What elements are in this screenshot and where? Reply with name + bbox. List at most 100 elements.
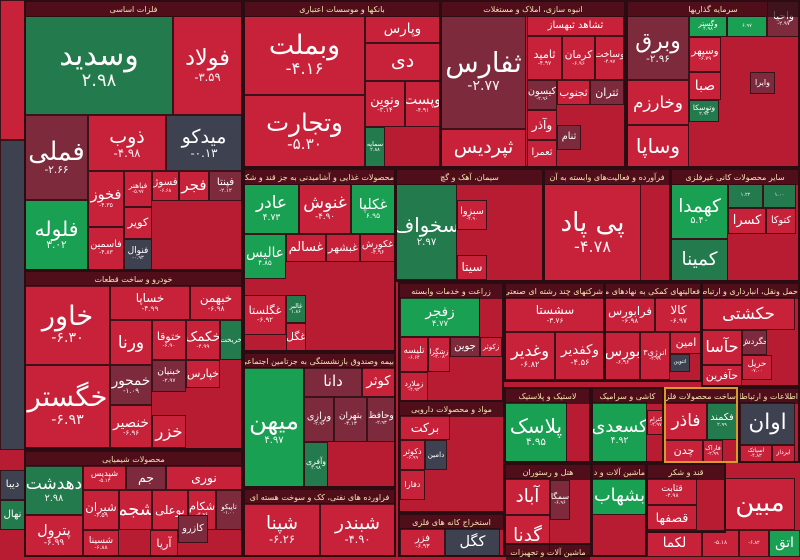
stock-tile[interactable]: وبملت -۴.۱۶	[244, 16, 365, 95]
stock-tile[interactable]: کسعدی ۴.۹۲	[592, 402, 647, 462]
stock-tile[interactable]: وساخت -۴.۹۷	[595, 36, 624, 80]
stock-tile[interactable]: کمینا	[671, 239, 728, 281]
stock-tile[interactable]: فجر	[179, 171, 209, 201]
stock-tile[interactable]: خریخت	[220, 320, 242, 360]
stock-tile[interactable]: وپارس	[365, 16, 440, 43]
stock-tile[interactable]: فنوال -۰.۹۳	[124, 239, 152, 270]
stock-tile[interactable]: کترام -۴.۹۷	[647, 410, 665, 435]
stock-tile[interactable]: ۱.۰۰	[763, 184, 796, 208]
stock-tile[interactable]: وسپهر -۶.۷۹	[689, 37, 721, 72]
stock-tile[interactable]: ورنا	[110, 320, 152, 365]
stock-tile[interactable]: بورس -۶.۹۶	[605, 332, 640, 380]
stock-tile[interactable]: صبا	[689, 72, 721, 100]
stock-tile[interactable]: وسدید ۲.۹۸	[25, 16, 173, 115]
stock-tile[interactable]: دفارا	[400, 470, 425, 500]
stock-tile[interactable]: زشگزا -۳.۰۸	[428, 337, 450, 372]
stock-tile[interactable]: وکفدیر -۴.۵۶	[555, 332, 605, 380]
stock-tile[interactable]: فخوز -۴.۳۵	[88, 171, 124, 227]
stock-tile[interactable]: دانا	[304, 367, 362, 397]
stock-tile[interactable]: سشستا -۳.۷۶	[505, 297, 605, 332]
stock-tile[interactable]: کویر	[124, 207, 152, 239]
stock-tile[interactable]: آریا	[150, 530, 178, 557]
stock-tile[interactable]: غگلستا -۶.۹۲	[244, 295, 286, 335]
stock-tile[interactable]: فاراک -۲.۹۹	[703, 440, 723, 462]
stock-tile[interactable]: امین	[670, 332, 702, 354]
stock-tile[interactable]: دکوثر -۶.۹۹	[400, 440, 425, 470]
stock-tile[interactable]: خپارس	[186, 360, 220, 388]
stock-tile[interactable]: خبهمن -۶.۹۸	[190, 285, 242, 320]
stock-tile[interactable]: شپدیس -۵.۱۴	[83, 465, 126, 490]
stock-tile[interactable]: ثعمرا	[527, 140, 557, 167]
stock-tile[interactable]: گدنا	[505, 515, 550, 557]
stock-tile[interactable]: سمگا -۶.۹۶	[550, 480, 570, 520]
stock-tile[interactable]: پترول -۶.۹۹	[25, 515, 83, 557]
stock-tile[interactable]: مبین	[725, 478, 795, 530]
stock-tile[interactable]: نهال	[0, 500, 25, 530]
stock-tile[interactable]: ونوین -۳.۱۴	[365, 81, 405, 127]
stock-tile[interactable]: زملارد -۴.۹۳	[400, 372, 428, 402]
stock-tile[interactable]: ورازی -۲.۹۶	[304, 397, 334, 442]
stock-tile[interactable]: پلاسک ۴.۹۵	[505, 402, 567, 463]
stock-tile[interactable]: ختوقا -۶.۹۰	[152, 320, 186, 360]
stock-tile[interactable]: خزر	[152, 415, 186, 448]
stock-tile[interactable]: ثشاهد ثبهساز	[527, 16, 624, 36]
stock-tile[interactable]	[0, 0, 25, 140]
stock-tile[interactable]: ثامید -۴.۹۷	[527, 36, 562, 80]
stock-tile[interactable]: غگل	[286, 323, 306, 351]
stock-tile[interactable]: فباهنر -۵.۹۷	[124, 171, 152, 207]
stock-tile[interactable]: زفجر ۴.۷۷	[400, 297, 480, 337]
stock-tile[interactable]: فزر -۶.۹۳	[400, 528, 445, 557]
stock-tile[interactable]: فکمند ۲.۹۹	[707, 402, 737, 440]
stock-tile[interactable]: برکت	[400, 415, 450, 440]
stock-tile[interactable]: فاسمین -۴.۸۳	[88, 227, 124, 270]
stock-tile[interactable]: دهدشت ۲.۹۸	[25, 465, 83, 515]
stock-tile[interactable]: بتهران -۳.۱۳	[334, 397, 367, 442]
stock-tile[interactable]: کیسون -۲.۹۶	[527, 80, 557, 110]
stock-tile[interactable]: وحافظ -۲.۹۳	[367, 397, 395, 442]
stock-tile[interactable]: فلوله ۳.۰۲	[25, 200, 88, 270]
stock-tile[interactable]: اسیاتک -۴.۸۳	[740, 445, 772, 462]
stock-tile[interactable]: ایرداز	[772, 445, 795, 462]
stock-tile[interactable]: فولاد -۳.۵۹	[173, 16, 242, 115]
stock-tile[interactable]: فرابورس -۶.۹۸	[605, 297, 655, 332]
stock-tile[interactable]: کتوکا	[766, 208, 796, 234]
stock-tile[interactable]: خساپا -۴.۹۹	[110, 285, 190, 320]
stock-tile[interactable]: پی پاد -۴.۷۸	[544, 184, 641, 282]
stock-tile[interactable]	[0, 140, 25, 450]
stock-tile[interactable]: اتق	[769, 530, 800, 557]
stock-tile[interactable]: ثپردیس	[441, 129, 526, 167]
stock-tile[interactable]: نوری	[166, 465, 242, 490]
stock-tile[interactable]: انرژی۳ -۴.۹۹	[640, 332, 670, 380]
stock-tile[interactable]: سخواف ۲.۹۷	[396, 184, 457, 280]
stock-tile[interactable]: حگردش	[742, 330, 767, 355]
stock-tile[interactable]: جم	[126, 465, 166, 490]
stock-tile[interactable]: سبزوا -۴.۹۰	[457, 200, 487, 230]
stock-tile[interactable]: حآفرین	[702, 365, 742, 387]
stock-tile[interactable]: وبرق -۲.۹۶	[627, 16, 689, 80]
stock-tile[interactable]: حریل -۷.۰۰	[742, 355, 772, 380]
stock-tile[interactable]: قثابت -۴.۹۸	[647, 478, 697, 505]
stock-tile[interactable]: ثتران	[590, 80, 624, 105]
stock-tile[interactable]: فسوژ -۶.۶۸	[152, 171, 179, 201]
stock-tile[interactable]: دی	[365, 43, 440, 81]
stock-tile[interactable]: فپنتا -۲.۱۲	[209, 171, 242, 201]
stock-tile[interactable]: اتنوین	[670, 354, 690, 372]
stock-tile[interactable]: اوان	[740, 402, 795, 445]
stock-tile[interactable]: شسینا -۶.۸۸	[83, 530, 119, 557]
stock-tile[interactable]: خمحور -۱.۰۹	[110, 365, 152, 405]
stock-tile[interactable]: خبنیان -۲.۹۷	[152, 360, 186, 392]
stock-tile[interactable]: -۶.۸۲	[739, 530, 769, 557]
stock-tile[interactable]: حآسا	[702, 330, 742, 365]
stock-tile[interactable]: زکوثر	[480, 337, 502, 357]
stock-tile[interactable]: واحیا -۲.۹۷	[767, 0, 800, 37]
stock-tile[interactable]: وتجارت -۵.۳۰	[244, 95, 365, 167]
stock-tile[interactable]: ثنام	[557, 125, 581, 150]
stock-tile[interactable]: کالا -۶.۹۷	[655, 297, 702, 332]
stock-tile[interactable]: دامین	[425, 440, 447, 470]
stock-tile[interactable]: بوعلی	[152, 490, 188, 530]
stock-tile[interactable]: آباد	[505, 478, 550, 515]
stock-tile[interactable]: میهن ۴.۹۷	[244, 367, 304, 488]
stock-tile[interactable]: کگل	[445, 528, 500, 557]
stock-tile[interactable]: وایرا	[750, 72, 775, 94]
stock-tile[interactable]: وپست -۴.۹۱	[405, 81, 440, 127]
